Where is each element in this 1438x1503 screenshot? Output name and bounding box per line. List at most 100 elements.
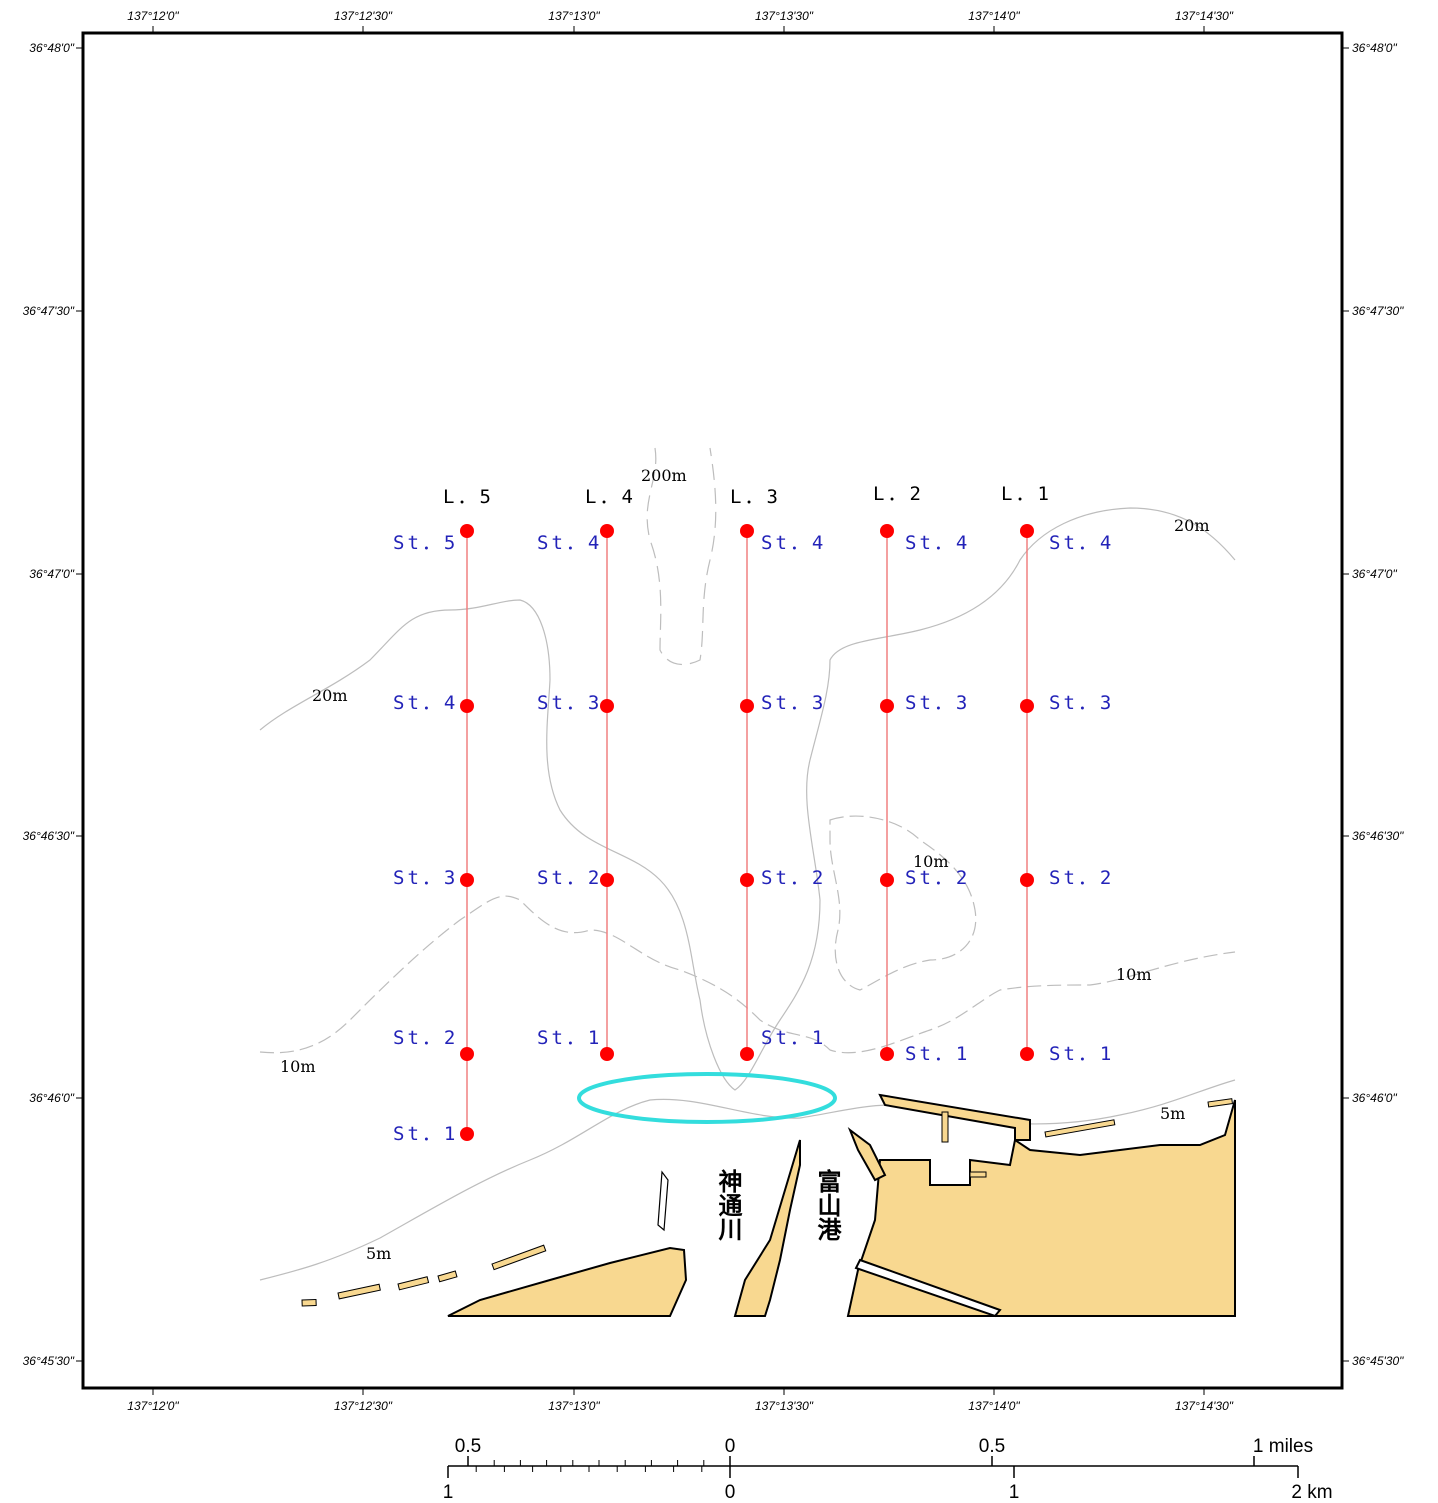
depth-label-5m-west: 5m <box>366 1244 391 1263</box>
land-port-inner-jetty <box>854 1258 1002 1318</box>
land <box>447 1093 1236 1318</box>
station-l1-st1 <box>1020 1047 1034 1061</box>
lon-label-top: 137°13'30" <box>755 9 814 23</box>
depth-contours <box>259 447 1236 1281</box>
transect-label-l5: L．5 <box>443 486 494 508</box>
contour-5m <box>259 1079 1236 1281</box>
land-port-west-jetty <box>847 1127 887 1182</box>
station-label: St．3 <box>393 867 458 889</box>
station-l5-st5 <box>460 524 474 538</box>
depth-label-5m-east: 5m <box>1160 1104 1185 1123</box>
station-label: St．4 <box>905 532 970 554</box>
depth-label-200m: 200m <box>641 466 687 485</box>
station-label: St．4 <box>537 532 602 554</box>
station-l5-st1 <box>460 1127 474 1141</box>
lon-label-bottom: 137°13'0" <box>548 1399 600 1413</box>
station-label: St．3 <box>1049 692 1114 714</box>
station-l4-st2 <box>600 873 614 887</box>
lon-label-top: 137°14'0" <box>968 9 1020 23</box>
station-label: St．1 <box>537 1027 602 1049</box>
station-l4-st1 <box>600 1047 614 1061</box>
scale-bar: 0.5 0 0.5 1 miles 1 0 1 2 km <box>443 1436 1333 1503</box>
depth-label-10m-west: 10m <box>280 1057 316 1076</box>
scale-km-label: 1 <box>443 1482 454 1503</box>
station-markers <box>460 524 1034 1141</box>
scale-miles-label: 0 <box>725 1436 736 1457</box>
lat-label-right: 36°46'30" <box>1352 829 1404 843</box>
lon-label-top: 137°12'0" <box>127 9 179 23</box>
station-l2-st4 <box>880 524 894 538</box>
contour-200m <box>646 447 717 665</box>
station-label: St．4 <box>761 532 826 554</box>
station-l2-st1 <box>880 1047 894 1061</box>
station-l1-st2 <box>1020 873 1034 887</box>
depth-label-20m-east: 20m <box>1174 516 1210 535</box>
station-l3-st3 <box>740 699 754 713</box>
lon-label-bottom: 137°14'30" <box>1175 1399 1234 1413</box>
lat-label-right: 36°47'0" <box>1352 567 1397 581</box>
station-label: St．3 <box>537 692 602 714</box>
station-label: St．5 <box>393 532 458 554</box>
station-l1-st3 <box>1020 699 1034 713</box>
lat-label-left: 36°46'30" <box>23 829 75 843</box>
river-mouth-highlight <box>577 1072 837 1124</box>
lat-label-left: 36°47'30" <box>23 304 75 318</box>
map-frame <box>81 31 1344 1390</box>
lon-label-bottom: 137°13'30" <box>755 1399 814 1413</box>
pier-west-spit <box>657 1170 669 1232</box>
station-label: St．4 <box>393 692 458 714</box>
station-label: St．1 <box>761 1027 826 1049</box>
contour-10m <box>259 895 1236 1054</box>
scale-km-label: 2 km <box>1291 1482 1332 1503</box>
station-label: St．2 <box>1049 867 1114 889</box>
station-label: St．2 <box>537 867 602 889</box>
lon-label-top: 137°13'0" <box>548 9 600 23</box>
lon-label-bottom: 137°12'0" <box>127 1399 179 1413</box>
lat-label-right: 36°46'0" <box>1352 1091 1397 1105</box>
station-label: St．1 <box>905 1043 970 1065</box>
land-river-island <box>733 1139 801 1317</box>
transect-lines <box>466 531 1028 1134</box>
scale-km-label: 0 <box>725 1482 736 1503</box>
scale-miles-label: 1 miles <box>1253 1436 1313 1457</box>
station-l4-st3 <box>600 699 614 713</box>
lon-label-top: 137°12'30" <box>334 9 393 23</box>
lon-label-top: 137°14'30" <box>1175 9 1234 23</box>
contour-20m <box>259 507 1236 1091</box>
station-label: St．2 <box>761 867 826 889</box>
station-l2-st3 <box>880 699 894 713</box>
station-l1-st4 <box>1020 524 1034 538</box>
lon-label-bottom: 137°12'30" <box>334 1399 393 1413</box>
lat-label-left: 36°47'0" <box>29 567 74 581</box>
station-label: St．1 <box>393 1123 458 1145</box>
port-name-label: 富山港 <box>813 1168 841 1241</box>
lat-label-right: 36°47'30" <box>1352 304 1404 318</box>
station-label: St．3 <box>905 692 970 714</box>
scale-miles-label: 0.5 <box>979 1436 1005 1457</box>
station-label: St．4 <box>1049 532 1114 554</box>
station-l2-st2 <box>880 873 894 887</box>
lat-label-left: 36°46'0" <box>29 1091 74 1105</box>
land-port-pier <box>878 1093 1031 1141</box>
station-l4-st4 <box>600 524 614 538</box>
station-label: St．2 <box>905 867 970 889</box>
station-l5-st2 <box>460 1047 474 1061</box>
station-label: St．3 <box>761 692 826 714</box>
station-label: St．2 <box>393 1027 458 1049</box>
depth-label-20m-west: 20m <box>312 686 348 705</box>
transect-label-l2: L．2 <box>873 483 924 505</box>
station-l3-st2 <box>740 873 754 887</box>
lon-label-bottom: 137°14'0" <box>968 1399 1020 1413</box>
scale-miles-label: 0.5 <box>455 1436 481 1457</box>
transect-label-l1: L．1 <box>1001 483 1052 505</box>
land-west-bank <box>447 1246 688 1317</box>
depth-label-10m-east: 10m <box>1116 965 1152 984</box>
lat-label-left: 36°48'0" <box>29 41 74 55</box>
contour-10m-inner <box>829 815 977 991</box>
station-l3-st1 <box>740 1047 754 1061</box>
station-l5-st4 <box>460 699 474 713</box>
lat-label-left: 36°45'30" <box>23 1354 75 1368</box>
depth-label-10m-center: 10m <box>913 852 949 871</box>
river-name-label: 神通川 <box>714 1169 742 1241</box>
